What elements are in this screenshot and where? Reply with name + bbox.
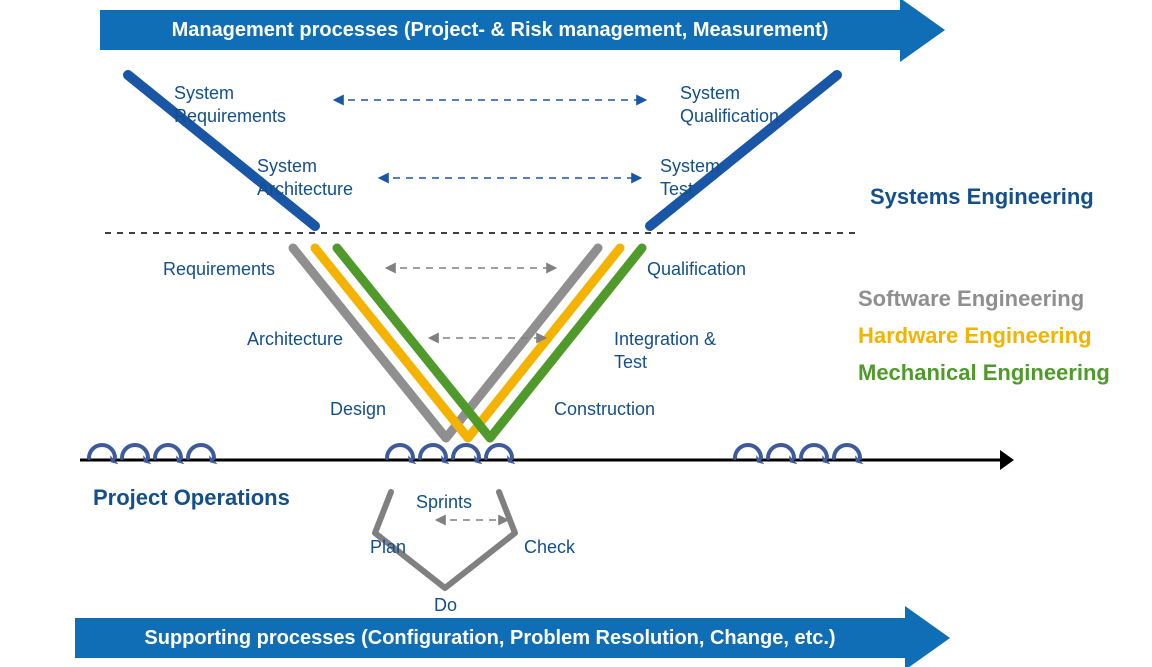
label-do: Do xyxy=(434,594,457,617)
label-architecture: Architecture xyxy=(247,328,343,351)
label-design: Design xyxy=(330,398,386,421)
label-sys_test: System Test xyxy=(660,155,720,200)
iteration-loop-2-2 xyxy=(801,445,827,458)
legend-leg_sw: Software Engineering xyxy=(858,285,1084,313)
iteration-loop-1-3 xyxy=(486,445,512,458)
iteration-loop-0-1 xyxy=(122,445,148,458)
iteration-loop-1-2 xyxy=(453,445,479,458)
label-integ_test: Integration & Test xyxy=(614,328,716,373)
label-plan: Plan xyxy=(370,536,406,559)
iteration-loop-1-1 xyxy=(420,445,446,458)
label-sys_req: System Requirements xyxy=(174,82,286,127)
banner-top-label: Management processes (Project- & Risk ma… xyxy=(172,19,829,41)
banner-bottom-label: Supporting processes (Configuration, Pro… xyxy=(144,627,835,649)
legend-leg_sys: Systems Engineering xyxy=(870,183,1094,211)
iteration-loop-2-0 xyxy=(735,445,761,458)
label-check: Check xyxy=(524,536,575,559)
label-sys_arch: System Architecture xyxy=(257,155,353,200)
label-requirements: Requirements xyxy=(163,258,275,281)
label-construction: Construction xyxy=(554,398,655,421)
iteration-loop-0-0 xyxy=(89,445,115,458)
legend-leg_me: Mechanical Engineering xyxy=(858,359,1110,387)
iteration-loop-2-1 xyxy=(768,445,794,458)
iteration-loop-0-2 xyxy=(155,445,181,458)
label-sys_qual: System Qualification xyxy=(680,82,779,127)
timeline-arrowhead xyxy=(1000,450,1014,470)
label-sprints: Sprints xyxy=(416,491,472,514)
iteration-loop-0-3 xyxy=(188,445,214,458)
legend-leg_hw: Hardware Engineering xyxy=(858,322,1092,350)
label-qualification: Qualification xyxy=(647,258,746,281)
label-proj_ops: Project Operations xyxy=(93,484,290,512)
iteration-loop-1-0 xyxy=(387,445,413,458)
iteration-loop-2-3 xyxy=(834,445,860,458)
